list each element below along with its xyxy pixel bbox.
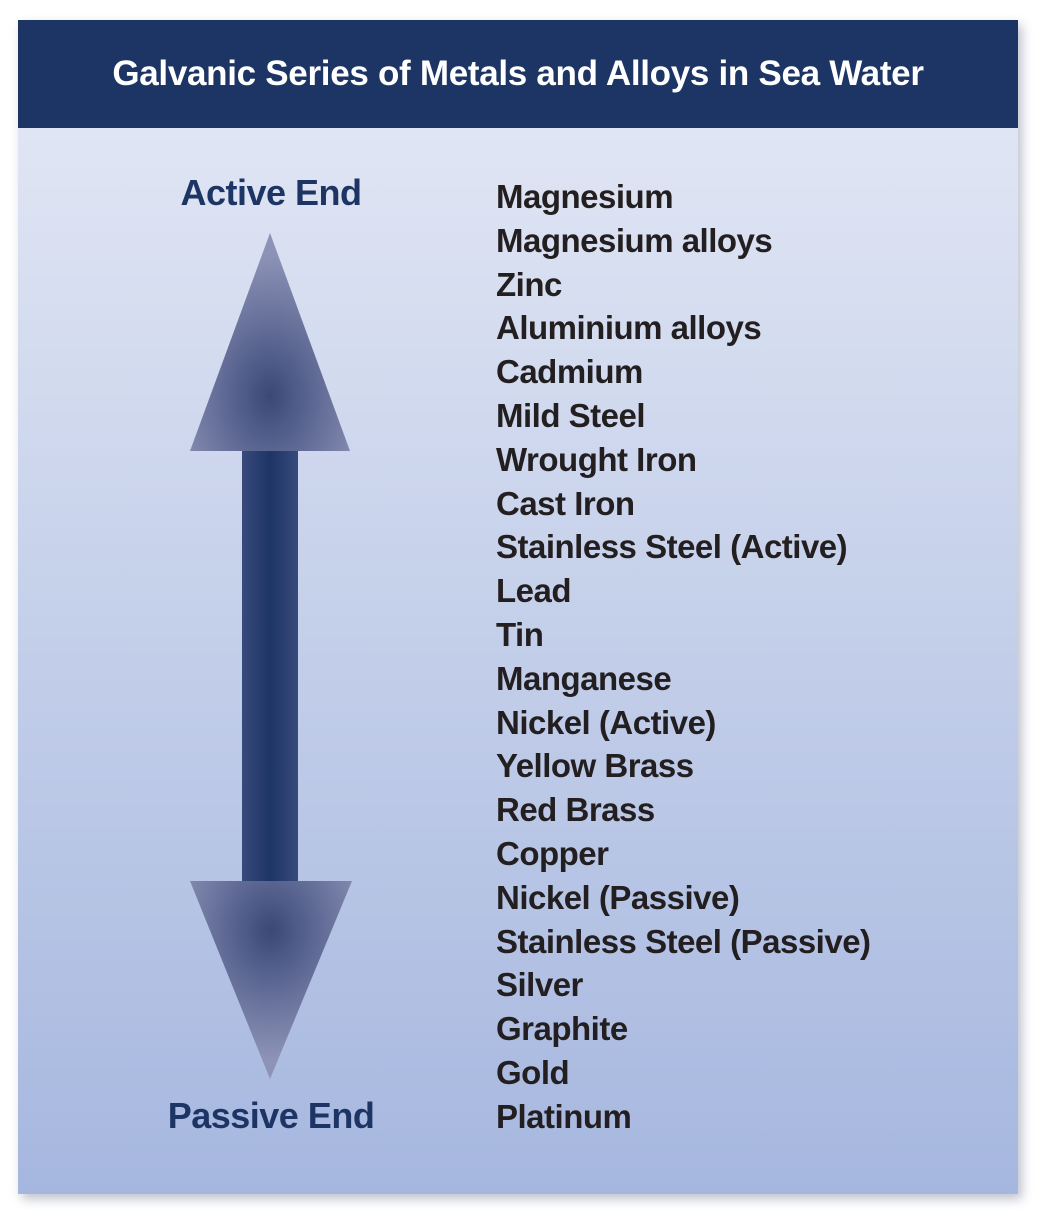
- passive-end-label: Passive End: [167, 1095, 375, 1136]
- list-item: Yellow Brass: [496, 747, 694, 785]
- list-item: Stainless Steel (Active): [496, 528, 848, 566]
- list-item: Graphite: [496, 1010, 628, 1048]
- list-item: Aluminium alloys: [496, 309, 762, 347]
- list-item: Cast Iron: [496, 484, 635, 522]
- metal-list: Magnesium Magnesium alloys Zinc Aluminiu…: [496, 175, 871, 1139]
- list-item: Mild Steel: [496, 396, 646, 434]
- arrow-head-down: [190, 881, 352, 1079]
- page-title: Galvanic Series of Metals and Alloys in …: [112, 54, 924, 93]
- list-item: Silver: [496, 966, 583, 1004]
- list-item: Stainless Steel (Passive): [496, 922, 871, 960]
- list-item: Copper: [496, 834, 609, 872]
- double-arrow-icon: [190, 233, 352, 1079]
- list-item: Nickel (Passive): [496, 878, 740, 916]
- list-item: Lead: [496, 572, 572, 610]
- list-item: Cadmium: [496, 353, 643, 391]
- list-item: Tin: [496, 615, 544, 653]
- list-item: Magnesium: [496, 178, 674, 215]
- list-item: Nickel (Active): [496, 703, 716, 741]
- galvanic-series-card: Galvanic Series of Metals and Alloys in …: [18, 20, 1018, 1194]
- list-item: Gold: [496, 1053, 570, 1091]
- list-item: Platinum: [496, 1097, 632, 1135]
- list-item: Zinc: [496, 265, 562, 303]
- list-item: Wrought Iron: [496, 440, 697, 478]
- list-item: Magnesium alloys: [496, 221, 773, 259]
- list-item: Manganese: [496, 659, 672, 697]
- arrow-shaft: [242, 415, 298, 905]
- list-item: Red Brass: [496, 791, 655, 829]
- title-banner: Galvanic Series of Metals and Alloys in …: [18, 20, 1018, 128]
- active-end-label: Active End: [180, 172, 362, 213]
- arrow-head-up: [190, 233, 350, 451]
